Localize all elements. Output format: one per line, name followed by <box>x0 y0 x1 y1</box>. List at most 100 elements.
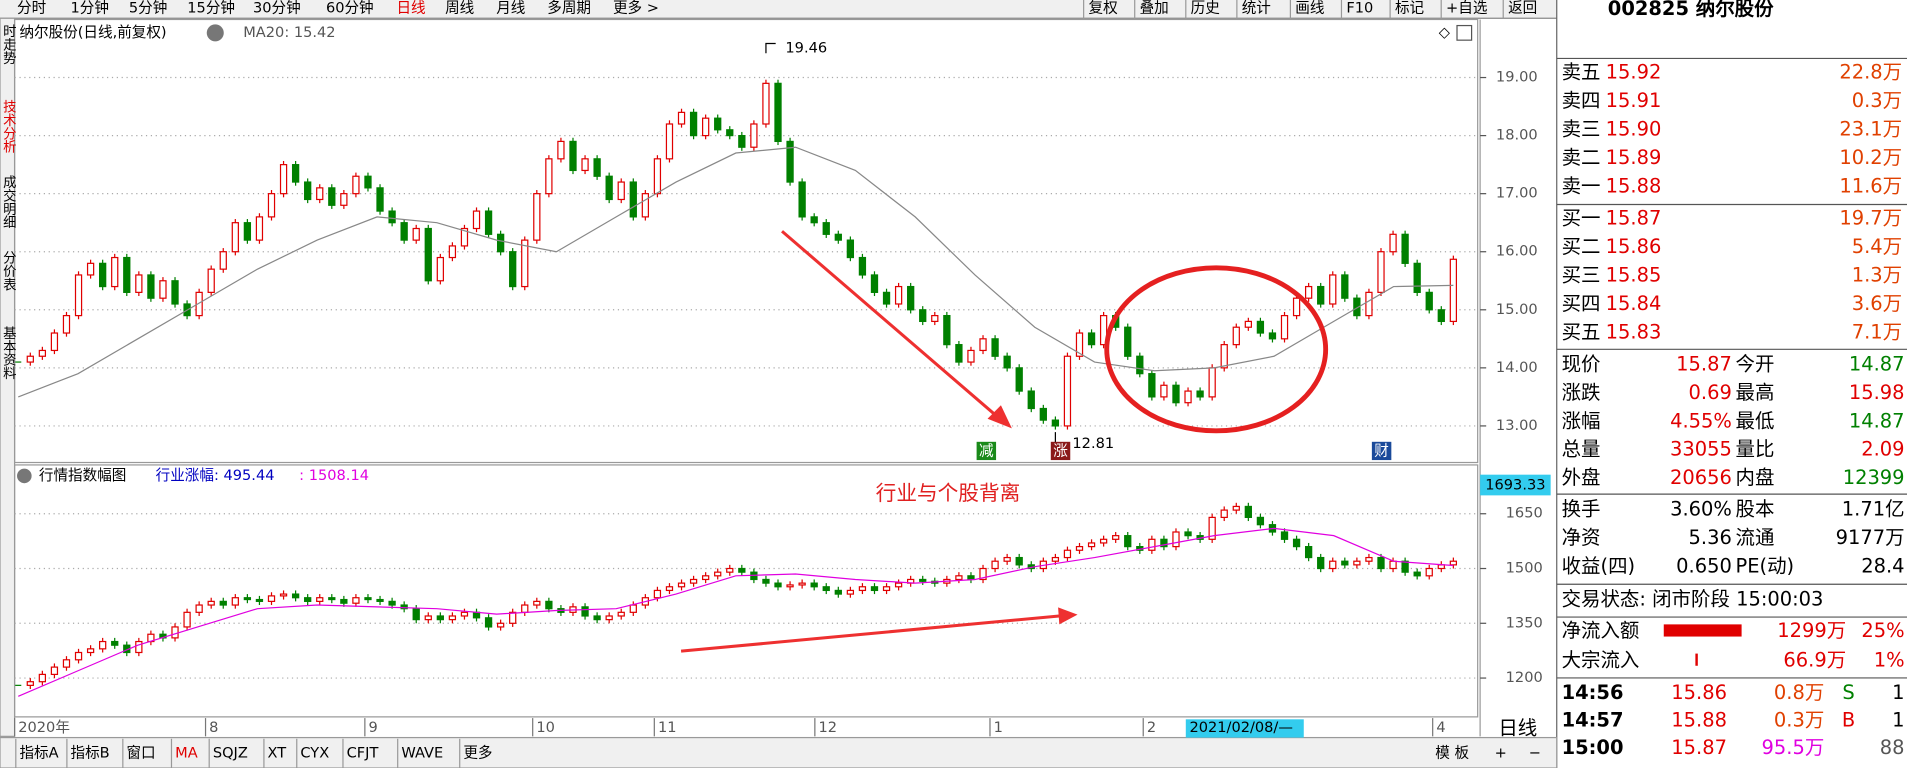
side-tab[interactable]: 基本资料 <box>0 325 16 380</box>
book-volume: 23.1万 <box>1839 117 1902 140</box>
action-button[interactable]: 复权 <box>1088 0 1118 17</box>
zoom-out[interactable]: − <box>1529 744 1541 761</box>
candle <box>1280 531 1289 540</box>
period-tab[interactable]: 15分钟 <box>187 0 235 17</box>
candle <box>38 349 47 357</box>
action-button[interactable]: 画线 <box>1295 0 1325 17</box>
book-volume: 11.6万 <box>1839 174 1902 197</box>
window-icon[interactable] <box>1456 24 1473 41</box>
period-tab[interactable]: 日线 <box>396 0 426 17</box>
candle <box>1232 326 1240 346</box>
candle <box>581 606 589 617</box>
dropdown-icon[interactable] <box>17 468 32 484</box>
candle <box>243 597 252 601</box>
candle <box>472 210 481 230</box>
candle <box>352 175 360 195</box>
candle <box>183 611 191 628</box>
side-tab[interactable]: 技术分析 <box>0 100 16 154</box>
index-ma: : 1508.14 <box>299 467 369 484</box>
candle <box>726 567 734 573</box>
book-volume: 1.3万 <box>1852 264 1902 287</box>
side-tab[interactable]: 时走势 <box>0 24 16 66</box>
badge-label: 财 <box>1374 443 1389 460</box>
period-tab[interactable]: 分时 <box>17 0 47 17</box>
side-tab[interactable]: 分价表 <box>0 251 16 292</box>
book-label: 买二 <box>1562 235 1601 258</box>
period-tab[interactable]: 1分钟 <box>71 0 109 17</box>
stat-value: 14.87 <box>1849 409 1905 432</box>
candle <box>1341 274 1349 299</box>
indicator-tab[interactable]: 指标A <box>19 744 58 761</box>
candle <box>1317 285 1325 305</box>
candle <box>1292 538 1301 548</box>
candle <box>1329 560 1337 570</box>
candle <box>774 82 782 143</box>
action-button[interactable]: 标记 <box>1395 0 1425 17</box>
indicator-tab[interactable]: CYX <box>300 744 329 761</box>
indicator-tab[interactable]: SQJZ <box>213 744 248 761</box>
down-arrow <box>781 230 1001 420</box>
candle <box>858 586 867 592</box>
candle <box>1341 560 1349 566</box>
indicator-tab[interactable]: 指标B <box>71 744 110 761</box>
action-button[interactable]: +自选 <box>1446 0 1488 17</box>
candle <box>255 216 264 241</box>
indicator-tab[interactable]: CFJT <box>347 744 379 761</box>
x-tick-label: 4 <box>1436 719 1445 736</box>
flow-value: 1299万 <box>1777 619 1846 642</box>
action-button[interactable]: 返回 <box>1508 0 1537 17</box>
candle <box>991 560 999 570</box>
template-button[interactable]: 模 板 <box>1435 743 1469 761</box>
candle <box>412 608 420 621</box>
stat-label: 今开 <box>1736 353 1775 376</box>
candle <box>677 582 686 588</box>
candle <box>509 611 517 624</box>
candle <box>786 140 794 183</box>
indicator-tab[interactable]: 更多 <box>463 744 492 761</box>
candle <box>496 622 505 628</box>
book-price: 15.84 <box>1606 292 1662 315</box>
candle <box>1087 542 1096 548</box>
stat-label: 总量 <box>1562 438 1601 461</box>
tick-price: 15.87 <box>1671 736 1727 759</box>
candle <box>1449 560 1458 566</box>
badge-label: 减 <box>979 443 994 460</box>
indicator-tab[interactable]: WAVE <box>401 744 443 761</box>
zoom-in[interactable]: + <box>1495 744 1507 761</box>
candle <box>786 584 794 588</box>
candle <box>267 193 276 218</box>
candle <box>255 598 264 602</box>
candle <box>1027 390 1035 410</box>
candle <box>629 181 637 218</box>
period-tab[interactable]: 5分钟 <box>129 0 167 17</box>
indicator-tab[interactable]: XT <box>268 744 287 761</box>
action-button[interactable]: 历史 <box>1191 0 1221 17</box>
candle <box>147 274 155 299</box>
action-button[interactable]: 统计 <box>1242 0 1271 17</box>
period-tab[interactable]: 多周期 <box>547 0 591 17</box>
candle <box>436 256 444 282</box>
period-tab[interactable]: 更多 > <box>613 0 659 17</box>
side-tab[interactable]: 成交明细 <box>0 175 16 229</box>
candle <box>593 158 601 177</box>
stat-value: 12399 <box>1843 466 1905 489</box>
action-button[interactable]: 叠加 <box>1140 0 1169 17</box>
period-tab[interactable]: 月线 <box>496 0 526 17</box>
candle <box>798 181 806 218</box>
diamond-icon[interactable]: ◇ <box>1439 24 1451 41</box>
dropdown-icon[interactable] <box>206 24 224 42</box>
candle <box>858 256 867 276</box>
candle <box>533 193 541 241</box>
action-button[interactable]: F10 <box>1346 0 1373 17</box>
indicator-tab[interactable]: 窗口 <box>126 743 155 761</box>
candle <box>135 274 143 293</box>
candle <box>1220 344 1228 369</box>
indicator-tab[interactable]: MA <box>175 744 198 761</box>
period-tab[interactable]: 30分钟 <box>253 0 301 17</box>
period-tab[interactable]: 60分钟 <box>326 0 374 17</box>
book-volume: 3.6万 <box>1852 292 1902 315</box>
candle <box>484 210 493 235</box>
period-tab[interactable]: 周线 <box>445 0 475 17</box>
book-price: 15.90 <box>1606 117 1662 140</box>
